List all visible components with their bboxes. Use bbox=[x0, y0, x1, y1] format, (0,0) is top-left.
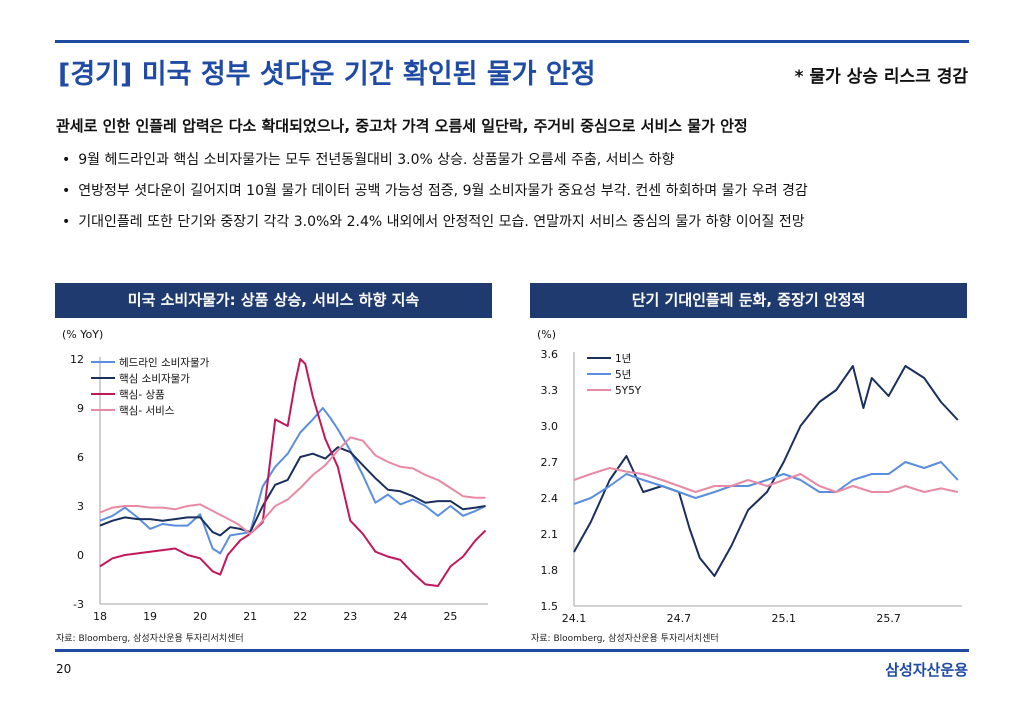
x-tick-label: 25 bbox=[443, 610, 457, 623]
x-tick-label: 25.7 bbox=[876, 612, 901, 625]
series-line-2 bbox=[99, 446, 486, 537]
y-tick-label: 3.0 bbox=[541, 420, 559, 433]
series-line-1 bbox=[99, 407, 486, 555]
legend-label: 5년 bbox=[615, 369, 631, 381]
left-chart-unit: (% YoY) bbox=[62, 328, 104, 341]
x-tick-label: 24.7 bbox=[667, 612, 692, 625]
x-tick-label: 20 bbox=[193, 610, 207, 623]
series-line-2 bbox=[573, 461, 959, 505]
y-tick-label: 9 bbox=[77, 402, 84, 415]
series-line-3 bbox=[573, 467, 959, 493]
y-tick-label: 3.6 bbox=[541, 348, 559, 361]
legend-label: 5Y5Y bbox=[615, 385, 642, 397]
y-tick-label: 2.7 bbox=[541, 456, 559, 469]
legend-label: 핵심 소비자물가 bbox=[119, 373, 190, 385]
y-tick-label: 12 bbox=[70, 353, 84, 366]
x-tick-label: 24.1 bbox=[562, 612, 587, 625]
x-tick-label: 18 bbox=[93, 610, 107, 623]
x-tick-label: 22 bbox=[293, 610, 307, 623]
x-tick-label: 19 bbox=[143, 610, 157, 623]
series-line-4 bbox=[99, 436, 486, 535]
bottom-rule bbox=[55, 649, 969, 652]
right-chart-source: 자료: Bloomberg, 삼성자산운용 투자리서치센터 bbox=[531, 634, 719, 644]
legend-label: 1년 bbox=[615, 353, 631, 365]
y-tick-label: 2.1 bbox=[541, 528, 559, 541]
top-rule bbox=[55, 40, 969, 43]
y-tick-label: 3 bbox=[77, 500, 84, 513]
bullet-item: 기대인플레 또한 단기와 중장기 각각 3.0%와 2.4% 내외에서 안정적인… bbox=[62, 210, 808, 241]
series-line-1 bbox=[573, 365, 959, 577]
right-chart-unit: (%) bbox=[537, 328, 557, 341]
page-subtitle: * 물가 상승 리스크 경감 bbox=[794, 67, 968, 87]
legend-label: 핵심- 상품 bbox=[119, 389, 165, 401]
y-tick-label: 1.8 bbox=[541, 564, 559, 577]
right-chart: 1.5 1.8 2.1 2.4 2.7 3.0 3.3 3.6 24.1 24.7 25.1 25.7… bbox=[541, 348, 962, 625]
y-tick-label: 3.3 bbox=[541, 384, 559, 397]
summary-bullets: 9월 헤드라인과 핵심 소비자물가는 모두 전년동월대비 3.0% 상승. 상품… bbox=[62, 148, 808, 241]
x-tick-label: 25.1 bbox=[771, 612, 796, 625]
y-tick-label: -3 bbox=[73, 598, 84, 611]
y-tick-label: 6 bbox=[77, 451, 84, 464]
page-number: 20 bbox=[56, 662, 72, 676]
page-title: [경기] 미국 정부 셧다운 기간 확인된 물가 안정 bbox=[58, 59, 596, 90]
bullet-item: 연방정부 셧다운이 길어지며 10월 물가 데이터 공백 가능성 점증, 9월 … bbox=[62, 179, 808, 210]
legend-label: 헤드라인 소비자물가 bbox=[119, 356, 210, 369]
x-tick-label: 24 bbox=[393, 610, 407, 623]
series-line-3 bbox=[99, 358, 487, 587]
left-chart-header: 미국 소비자물가: 상품 상승, 서비스 하향 지속 bbox=[55, 283, 492, 318]
x-tick-label: 21 bbox=[243, 610, 257, 623]
left-chart-source: 자료: Bloomberg, 삼성자산운용 투자리서치센터 bbox=[56, 634, 244, 644]
right-chart-header: 단기 기대인플레 둔화, 중장기 안정적 bbox=[530, 283, 967, 318]
y-tick-label: 1.5 bbox=[541, 600, 559, 613]
summary-headline: 관세로 인한 인플레 압력은 다소 확대되었으나, 중고차 가격 오름세 일단락… bbox=[56, 117, 748, 135]
brand-logo: 삼성자산운용 bbox=[885, 661, 968, 679]
x-tick-label: 23 bbox=[343, 610, 357, 623]
bullet-item: 9월 헤드라인과 핵심 소비자물가는 모두 전년동월대비 3.0% 상승. 상품… bbox=[62, 148, 808, 179]
legend-label: 핵심- 서비스 bbox=[119, 405, 175, 417]
y-tick-label: 0 bbox=[77, 549, 84, 562]
y-tick-label: 2.4 bbox=[541, 492, 559, 505]
